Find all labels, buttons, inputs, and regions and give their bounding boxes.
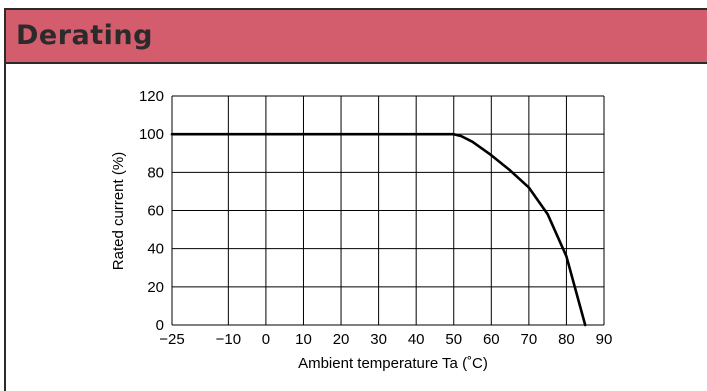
tick-labels: −25 −10 0 10 20 30 40 50 60 70 80 90 0 20 40 60 80 100 120: [139, 88, 612, 348]
x-tick-label: 60: [483, 331, 500, 348]
x-tick-label: −10: [216, 331, 241, 348]
x-tick-label: 90: [596, 331, 613, 348]
derating-curve: [170, 132, 587, 327]
section-header: Derating: [6, 10, 707, 64]
x-tick-label: 40: [408, 331, 425, 348]
y-tick-label: 120: [139, 88, 164, 105]
x-tick-label: −25: [159, 331, 184, 348]
x-tick-label: 0: [262, 331, 270, 348]
y-tick-label: 20: [147, 279, 164, 296]
series-layer: [170, 132, 587, 327]
x-tick-label: 20: [333, 331, 350, 348]
x-tick-label: 50: [445, 331, 462, 348]
x-tick-label: 10: [295, 331, 312, 348]
y-tick-label: 40: [147, 241, 164, 258]
chart-grid: [171, 95, 605, 326]
y-tick-label: 0: [156, 317, 164, 334]
x-tick-label: 70: [521, 331, 538, 348]
y-tick-label: 100: [139, 126, 164, 143]
section-title: Derating: [16, 20, 153, 51]
y-axis-label: Rated current (%): [110, 152, 127, 270]
x-axis-label: Ambient temperature Ta (˚C): [298, 355, 488, 372]
x-tick-label: 30: [370, 331, 387, 348]
y-tick-label: 60: [147, 203, 164, 220]
x-tick-label: 80: [558, 331, 575, 348]
y-tick-label: 80: [147, 164, 164, 181]
derating-panel: Derating: [4, 8, 707, 391]
